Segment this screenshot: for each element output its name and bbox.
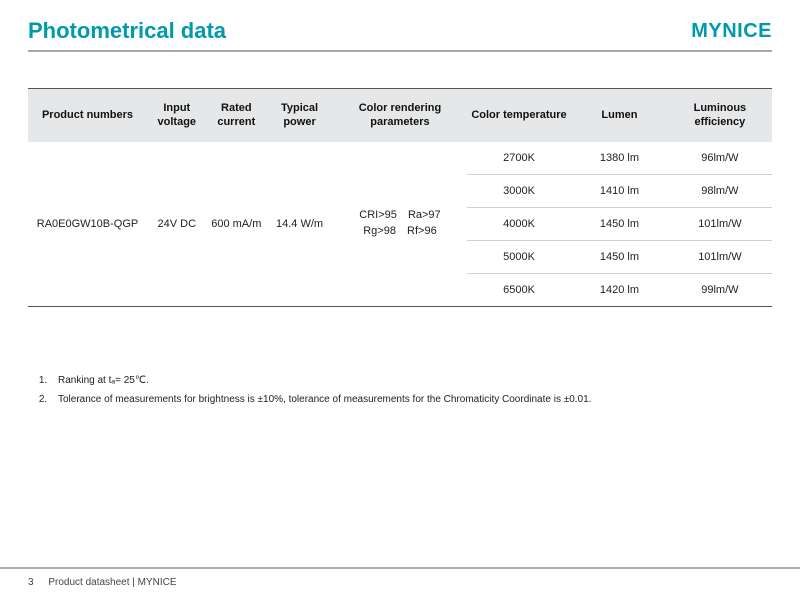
cell-cri-parameters: CRI>95 Ra>97 Rg>98 Rf>96 (333, 142, 467, 306)
cell-color-temp: 2700K (467, 142, 571, 175)
col-product-numbers: Product numbers (28, 89, 147, 142)
header-row: Photometrical data MYNICE (28, 18, 772, 52)
col-typical-power: Typical power (266, 89, 333, 142)
cell-efficiency: 101lm/W (668, 240, 772, 273)
footnote-item: Tolerance of measurements for brightness… (50, 390, 772, 409)
cell-efficiency: 99lm/W (668, 273, 772, 306)
col-lumen: Lumen (571, 89, 668, 142)
cell-color-temp: 6500K (467, 273, 571, 306)
cell-efficiency: 101lm/W (668, 207, 772, 240)
cell-color-temp: 4000K (467, 207, 571, 240)
page-number: 3 (28, 577, 34, 588)
page: Photometrical data MYNICE Product number… (0, 0, 800, 602)
cell-lumen: 1450 lm (571, 240, 668, 273)
cell-color-temp: 5000K (467, 240, 571, 273)
rf-value: Rf>96 (407, 224, 437, 240)
col-color-temp: Color temperature (467, 89, 571, 142)
cell-rated-current: 600 mA/m (207, 142, 267, 306)
cell-efficiency: 96lm/W (668, 142, 772, 175)
cell-lumen: 1410 lm (571, 174, 668, 207)
col-input-voltage: Input voltage (147, 89, 207, 142)
col-luminous-eff: Luminous efficiency (668, 89, 772, 142)
footer-text: Product datasheet | MYNICE (48, 577, 176, 588)
cell-lumen: 1420 lm (571, 273, 668, 306)
table-row: RA0E0GW10B-QGP 24V DC 600 mA/m 14.4 W/m … (28, 142, 772, 175)
page-footer: 3 Product datasheet | MYNICE (0, 567, 800, 588)
cell-efficiency: 98lm/W (668, 174, 772, 207)
cell-lumen: 1450 lm (571, 207, 668, 240)
table-header-row: Product numbers Input voltage Rated curr… (28, 89, 772, 142)
ra-value: Ra>97 (408, 208, 441, 224)
footnotes: Ranking at tₐ= 25℃. Tolerance of measure… (28, 371, 772, 409)
brand-logo: MYNICE (691, 20, 772, 43)
cri-value: CRI>95 (359, 208, 397, 224)
col-color-rendering: Color rendering parameters (333, 89, 467, 142)
footnote-item: Ranking at tₐ= 25℃. (50, 371, 772, 390)
cell-product-number: RA0E0GW10B-QGP (28, 142, 147, 306)
page-title: Photometrical data (28, 18, 226, 44)
cell-lumen: 1380 lm (571, 142, 668, 175)
col-rated-current: Rated current (207, 89, 267, 142)
cell-color-temp: 3000K (467, 174, 571, 207)
cell-input-voltage: 24V DC (147, 142, 207, 306)
photometric-table: Product numbers Input voltage Rated curr… (28, 88, 772, 307)
rg-value: Rg>98 (363, 224, 396, 240)
cell-typical-power: 14.4 W/m (266, 142, 333, 306)
